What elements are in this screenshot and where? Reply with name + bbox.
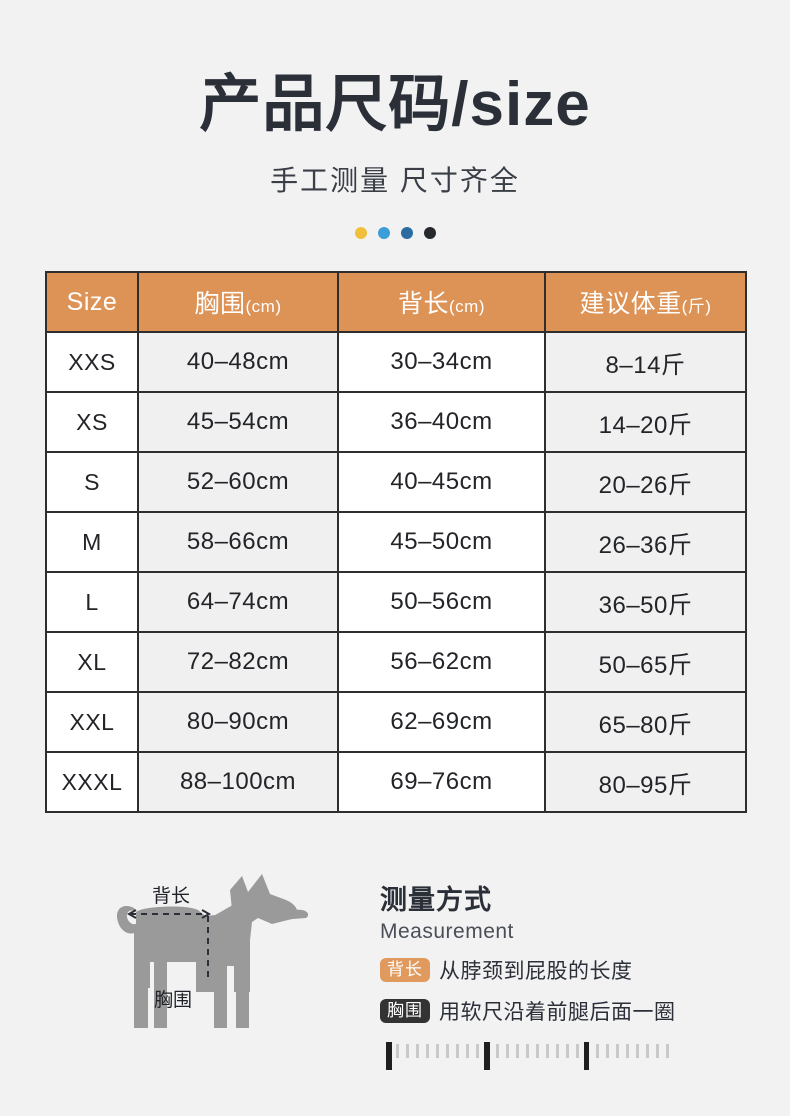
cell-back: 62–69cm xyxy=(337,691,546,754)
cell-weight: 65–80斤 xyxy=(544,691,747,754)
column-header-chest-unit: (cm) xyxy=(245,297,282,317)
dog-measurement-diagram: 背长 胸围 xyxy=(116,874,309,1028)
cell-weight: 8–14斤 xyxy=(544,331,747,394)
cell-weight: 36–50斤 xyxy=(544,571,747,634)
cell-chest: 58–66cm xyxy=(137,511,339,574)
table-row: XS 45–54cm 36–40cm 14–20斤 xyxy=(45,391,747,454)
table-row: L 64–74cm 50–56cm 36–50斤 xyxy=(45,571,747,634)
column-header-back-unit: (cm) xyxy=(449,297,485,317)
measurement-instructions-panel: 测量方式 Measurement 背长 从脖颈到屁股的长度 胸围 用软尺沿着前腿… xyxy=(380,858,760,1098)
chest-girth-diagram-label: 胸围 xyxy=(154,989,192,1011)
measurement-title: 测量方式 xyxy=(380,885,492,915)
cell-weight: 26–36斤 xyxy=(544,511,747,574)
back-length-measure-line xyxy=(126,909,212,919)
ruler-icon xyxy=(386,1042,669,1070)
cell-back: 45–50cm xyxy=(337,511,546,574)
size-table: Size 胸围(cm) 背长(cm) 建议体重(斤) XXS 40–48cm 3… xyxy=(45,271,747,814)
measurement-subtitle: Measurement xyxy=(380,920,514,943)
cell-weight: 14–20斤 xyxy=(544,391,747,454)
page-title: 产品尺码/size xyxy=(199,70,591,139)
cell-size: L xyxy=(45,571,139,634)
column-header-weight-unit: (斤) xyxy=(681,297,712,317)
cell-back: 69–76cm xyxy=(337,751,546,814)
cell-size: XXL xyxy=(45,691,139,754)
back-length-diagram-label: 背长 xyxy=(152,885,190,907)
table-row: XL 72–82cm 56–62cm 50–65斤 xyxy=(45,631,747,694)
cell-chest: 64–74cm xyxy=(137,571,339,634)
column-header-back-label: 背长 xyxy=(398,290,450,319)
badge-back-length: 背长 xyxy=(380,958,430,982)
table-row: XXXL 88–100cm 69–76cm 80–95斤 xyxy=(45,751,747,814)
table-body: XXS 40–48cm 30–34cm 8–14斤 XS 45–54cm 36–… xyxy=(45,331,747,814)
cell-chest: 52–60cm xyxy=(137,451,339,514)
table-row: M 58–66cm 45–50cm 26–36斤 xyxy=(45,511,747,574)
cell-weight: 20–26斤 xyxy=(544,451,747,514)
cell-chest: 40–48cm xyxy=(137,331,339,394)
measurement-item-chest-girth: 胸围 用软尺沿着前腿后面一圈 xyxy=(380,996,760,1026)
dog-silhouette-icon xyxy=(116,874,309,1028)
dot-dark-icon xyxy=(423,227,436,240)
page-subtitle: 手工测量 尺寸齐全 xyxy=(270,165,520,197)
table-header: Size 胸围(cm) 背长(cm) 建议体重(斤) xyxy=(45,271,747,334)
column-header-chest: 胸围(cm) xyxy=(137,271,339,334)
badge-chest-girth: 胸围 xyxy=(380,999,430,1023)
measurement-text-back-length: 从脖颈到屁股的长度 xyxy=(439,960,633,983)
cell-size: S xyxy=(45,451,139,514)
dog-diagram-panel: 背长 胸围 xyxy=(0,858,380,1098)
measurement-item-back-length: 背长 从脖颈到屁股的长度 xyxy=(380,955,760,985)
table-row: S 52–60cm 40–45cm 20–26斤 xyxy=(45,451,747,514)
cell-back: 56–62cm xyxy=(337,631,546,694)
page-header: 产品尺码/size 手工测量 尺寸齐全 xyxy=(0,0,790,240)
decorative-dots xyxy=(0,227,790,240)
cell-chest: 45–54cm xyxy=(137,391,339,454)
dot-yellow-icon xyxy=(354,227,367,240)
dot-blue-icon xyxy=(400,227,413,240)
cell-back: 40–45cm xyxy=(337,451,546,514)
cell-weight: 50–65斤 xyxy=(544,631,747,694)
cell-chest: 72–82cm xyxy=(137,631,339,694)
measurement-text-chest-girth: 用软尺沿着前腿后面一圈 xyxy=(439,1001,676,1024)
column-header-chest-label: 胸围 xyxy=(194,290,246,319)
cell-chest: 88–100cm xyxy=(137,751,339,814)
cell-back: 50–56cm xyxy=(337,571,546,634)
table-row: XXS 40–48cm 30–34cm 8–14斤 xyxy=(45,331,747,394)
cell-size: XXS xyxy=(45,331,139,394)
cell-back: 30–34cm xyxy=(337,331,546,394)
cell-back: 36–40cm xyxy=(337,391,546,454)
cell-size: XL xyxy=(45,631,139,694)
table-row: XXL 80–90cm 62–69cm 65–80斤 xyxy=(45,691,747,754)
cell-size: XS xyxy=(45,391,139,454)
bottom-section: 背长 胸围 测量方式 Measurement 背长 从脖颈到屁股的长度 胸围 用… xyxy=(0,858,790,1098)
cell-size: M xyxy=(45,511,139,574)
cell-size: XXXL xyxy=(45,751,139,814)
column-header-weight-label: 建议体重 xyxy=(579,290,682,319)
dot-light-blue-icon xyxy=(377,227,390,240)
table-header-row: Size 胸围(cm) 背长(cm) 建议体重(斤) xyxy=(45,271,747,334)
column-header-size: Size xyxy=(45,271,139,334)
cell-chest: 80–90cm xyxy=(137,691,339,754)
column-header-back: 背长(cm) xyxy=(337,271,546,334)
size-table-wrapper: Size 胸围(cm) 背长(cm) 建议体重(斤) XXS 40–48cm 3… xyxy=(45,271,747,814)
column-header-weight: 建议体重(斤) xyxy=(544,271,747,334)
cell-weight: 80–95斤 xyxy=(544,751,747,814)
column-header-size-label: Size xyxy=(66,287,118,316)
